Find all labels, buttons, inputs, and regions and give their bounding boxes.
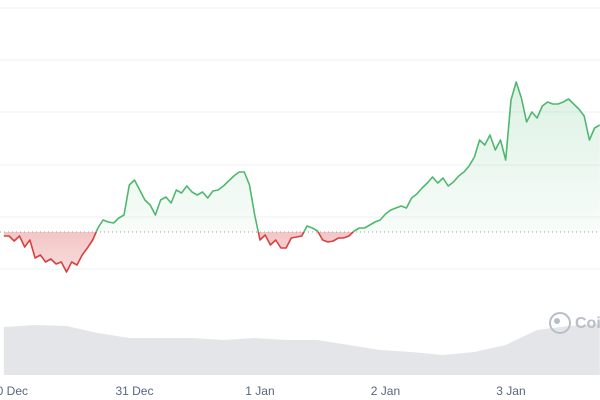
watermark-logo [549, 312, 571, 334]
x-tick-label: 2 Jan [371, 384, 400, 398]
x-tick-label: 30 Dec [0, 384, 28, 398]
x-tick-label: 31 Dec [115, 384, 153, 398]
watermark: CoinGecko [575, 315, 600, 332]
volume-area [3, 324, 600, 375]
area-fill [3, 82, 600, 272]
price-line [3, 81, 600, 273]
x-tick-label: 3 Jan [496, 384, 525, 398]
x-tick-label: 1 Jan [245, 384, 274, 398]
